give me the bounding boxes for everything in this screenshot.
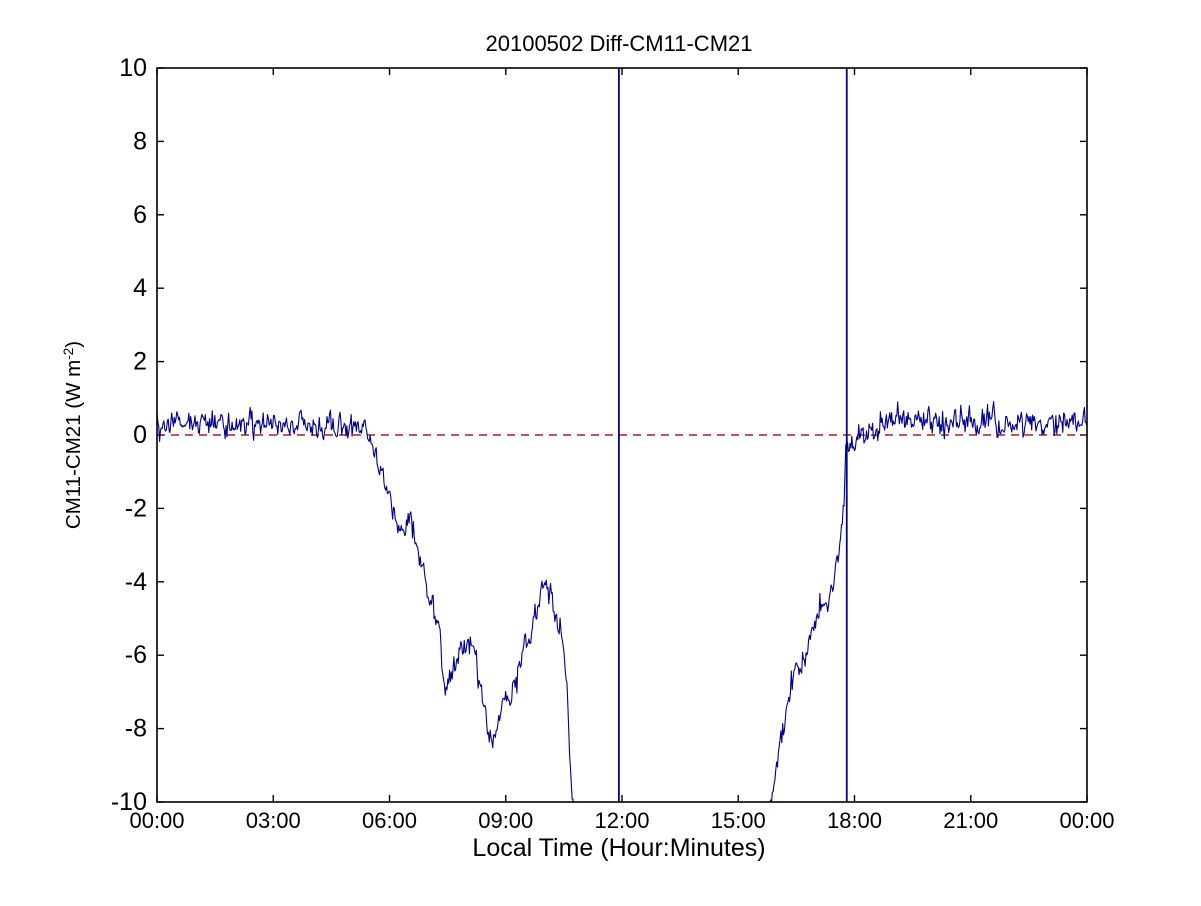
svg-text:8: 8	[133, 127, 147, 155]
svg-text:-6: -6	[125, 641, 147, 669]
svg-text:CM11-CM21 (W m-2): CM11-CM21 (W m-2)	[61, 341, 86, 529]
svg-text:12:00: 12:00	[594, 808, 649, 833]
svg-text:00:00: 00:00	[1059, 808, 1114, 833]
svg-text:10: 10	[119, 54, 147, 82]
svg-text:00:00: 00:00	[129, 808, 184, 833]
svg-text:4: 4	[133, 274, 147, 302]
svg-text:Local Time (Hour:Minutes): Local Time (Hour:Minutes)	[472, 834, 765, 862]
svg-text:-8: -8	[125, 715, 147, 743]
svg-text:15:00: 15:00	[711, 808, 766, 833]
svg-text:09:00: 09:00	[478, 808, 533, 833]
svg-text:2: 2	[133, 348, 147, 376]
svg-text:03:00: 03:00	[246, 808, 301, 833]
svg-text:0: 0	[133, 421, 147, 449]
svg-text:06:00: 06:00	[362, 808, 417, 833]
svg-text:6: 6	[133, 201, 147, 229]
svg-text:18:00: 18:00	[827, 808, 882, 833]
svg-text:-2: -2	[125, 494, 147, 522]
svg-text:20100502 Diff-CM11-CM21: 20100502 Diff-CM11-CM21	[486, 31, 753, 56]
svg-text:-4: -4	[125, 568, 147, 596]
svg-text:21:00: 21:00	[943, 808, 998, 833]
